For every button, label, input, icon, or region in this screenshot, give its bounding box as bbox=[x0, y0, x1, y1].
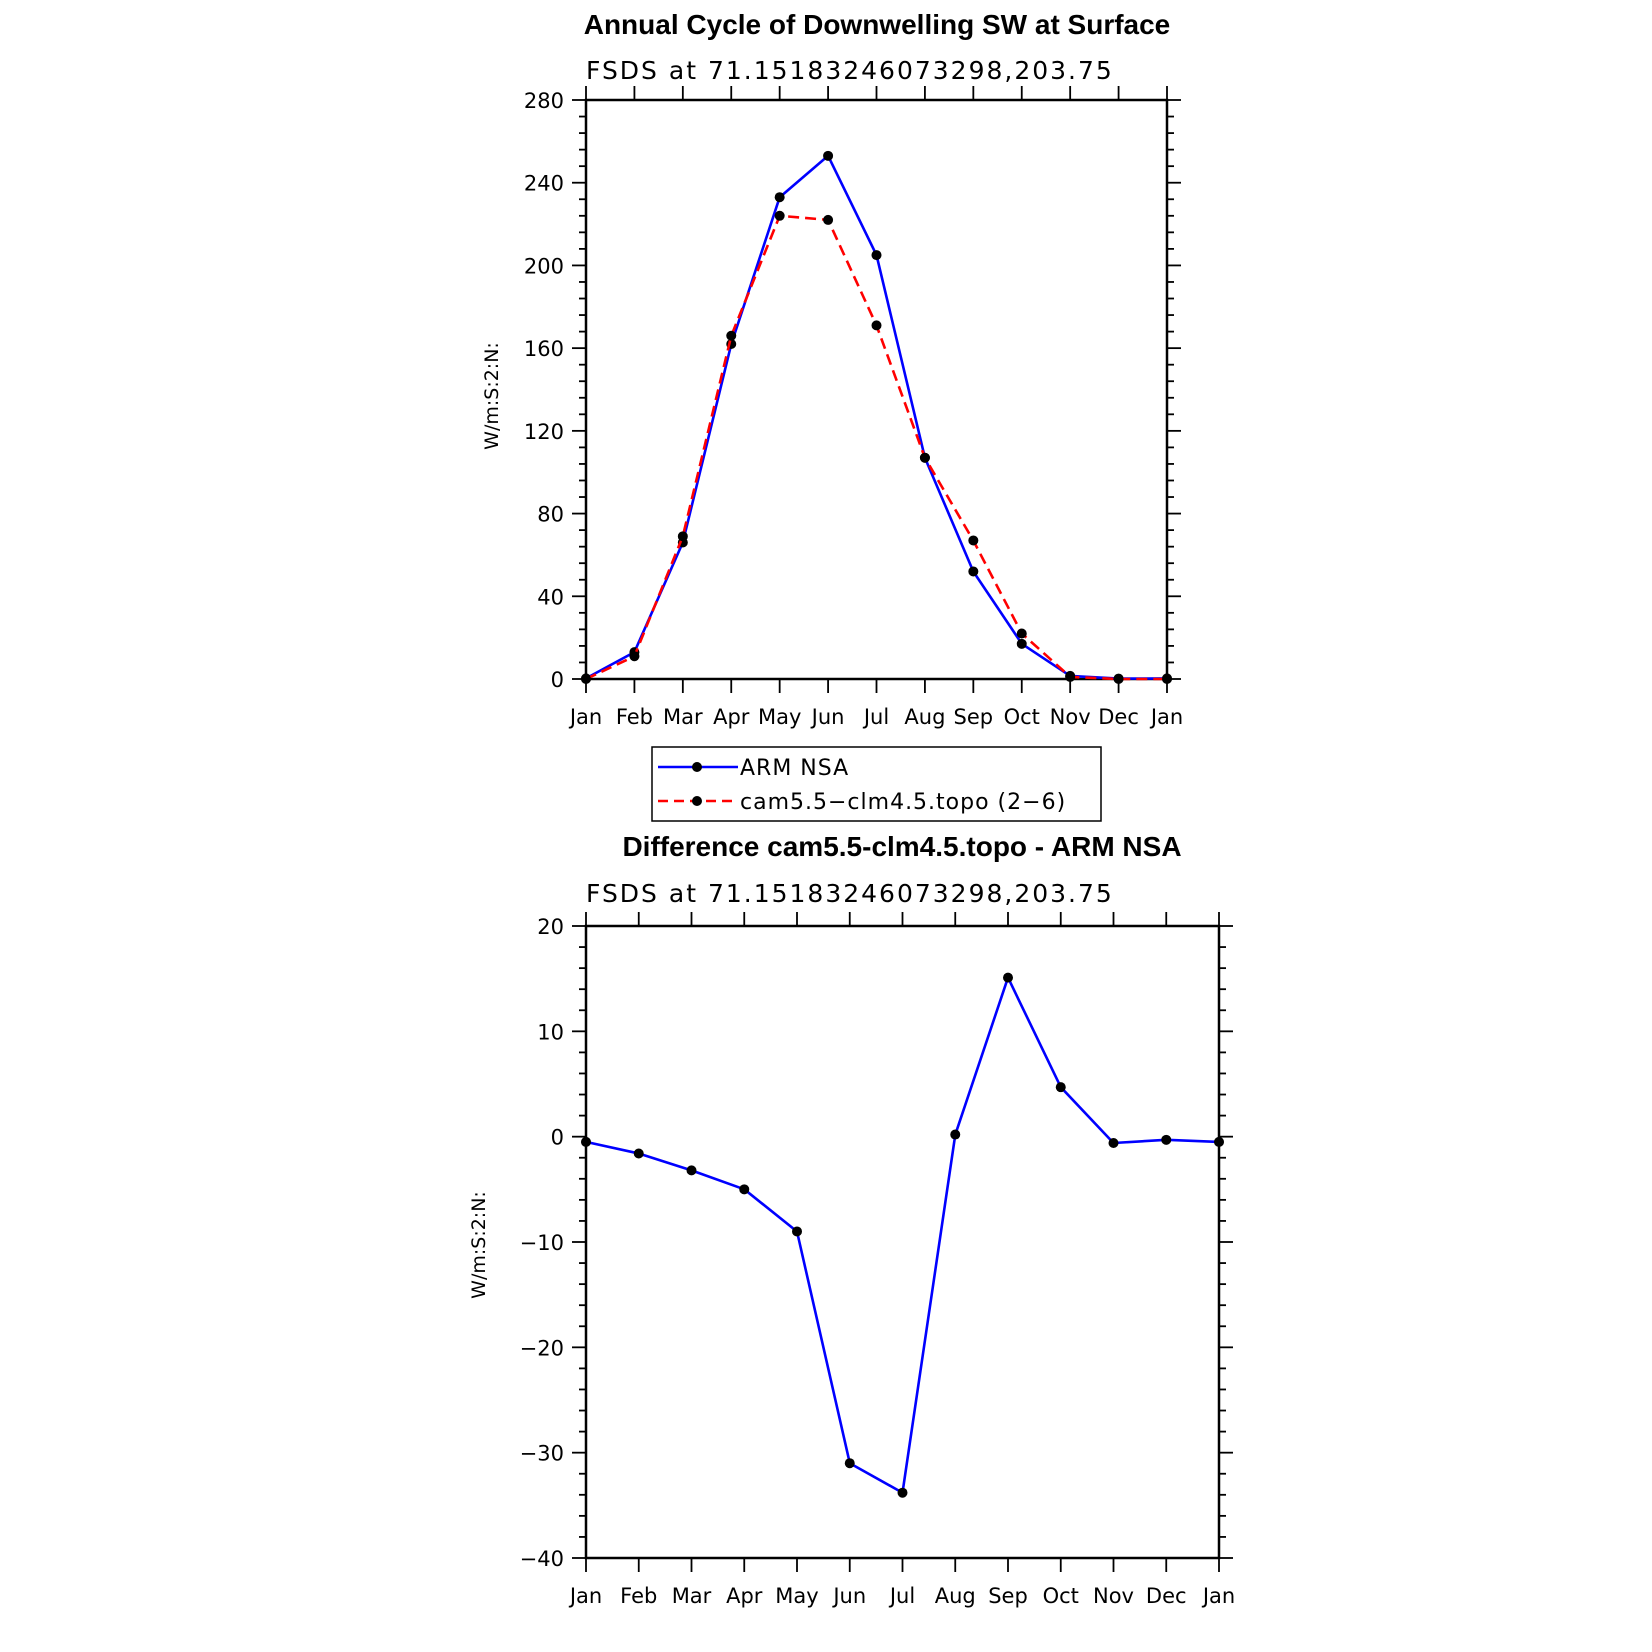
y-tick-label: 120 bbox=[524, 420, 564, 444]
data-point bbox=[774, 192, 785, 203]
data-point bbox=[1214, 1136, 1224, 1147]
y-tick-label: −40 bbox=[520, 1547, 564, 1571]
series-line-0 bbox=[585, 154, 1168, 680]
y-tick-label: 0 bbox=[551, 668, 564, 692]
x-tick-label: May bbox=[758, 705, 801, 729]
x-tick-label: May bbox=[775, 1584, 818, 1608]
plot-frame bbox=[584, 924, 1221, 1560]
x-tick-label: Oct bbox=[1004, 705, 1040, 729]
chart-title: Difference cam5.5-clm4.5.topo - ARM NSA bbox=[622, 831, 1181, 862]
x-tick-label: Jun bbox=[810, 705, 845, 729]
data-point bbox=[774, 210, 785, 221]
y-tick-label: −20 bbox=[520, 1336, 564, 1360]
data-point bbox=[581, 674, 591, 684]
y-tick-label: 240 bbox=[524, 172, 564, 196]
data-point bbox=[1055, 1082, 1066, 1093]
x-tick-label: Sep bbox=[954, 705, 994, 729]
x-tick-label: Apr bbox=[713, 705, 750, 729]
x-tick-label: Oct bbox=[1043, 1584, 1079, 1608]
x-tick-label: Nov bbox=[1050, 705, 1091, 729]
y-tick-label: 20 bbox=[537, 915, 564, 939]
annual-cycle-chart: Annual Cycle of Downwelling SW at Surfac… bbox=[481, 9, 1183, 729]
y-axis-label: W/m:S:2:N: bbox=[468, 1191, 490, 1299]
x-tick-label: Dec bbox=[1146, 1584, 1187, 1608]
y-tick-label: −10 bbox=[520, 1231, 564, 1255]
data-point bbox=[1003, 972, 1013, 983]
data-point bbox=[950, 1129, 961, 1140]
x-tick-label: Nov bbox=[1093, 1584, 1134, 1608]
data-point bbox=[823, 150, 834, 161]
data-point bbox=[919, 452, 930, 463]
y-axis-label: W/m:S:2:N: bbox=[481, 342, 503, 450]
data-point bbox=[1016, 628, 1027, 639]
y-tick-label: 200 bbox=[524, 254, 564, 278]
data-point bbox=[1065, 671, 1076, 682]
legend-label-cam55: cam5.5−clm4.5.topo (2−6) bbox=[740, 790, 1066, 815]
legend-marker-cam55 bbox=[692, 796, 702, 806]
chart-title: Annual Cycle of Downwelling SW at Surfac… bbox=[584, 9, 1171, 40]
x-tick-label: Jul bbox=[862, 705, 889, 729]
y-tick-label: 10 bbox=[537, 1020, 564, 1044]
x-tick-label: Jan bbox=[1201, 1584, 1235, 1608]
data-point bbox=[792, 1226, 802, 1237]
series-line-1 bbox=[585, 214, 1167, 681]
data-point bbox=[686, 1165, 697, 1176]
x-tick-label: Feb bbox=[620, 1584, 657, 1608]
data-point bbox=[629, 651, 640, 662]
x-tick-label: Jan bbox=[568, 705, 602, 729]
series-line-0 bbox=[585, 976, 1220, 1494]
data-point bbox=[581, 1136, 591, 1147]
data-point bbox=[1161, 1134, 1172, 1145]
data-point bbox=[677, 531, 688, 542]
plot-frame bbox=[584, 98, 1169, 681]
x-tick-label: Aug bbox=[935, 1584, 976, 1608]
chart-subtitle: FSDS at 71.15183246073298,203.75 bbox=[586, 56, 1114, 85]
data-point bbox=[968, 566, 979, 577]
y-tick-label: 160 bbox=[524, 337, 564, 361]
x-tick-label: Mar bbox=[672, 1584, 712, 1608]
data-point bbox=[739, 1184, 750, 1195]
data-point bbox=[844, 1458, 855, 1469]
x-tick-label: Sep bbox=[988, 1584, 1028, 1608]
data-point bbox=[871, 250, 882, 261]
x-tick-label: Mar bbox=[663, 705, 703, 729]
data-point bbox=[1162, 674, 1172, 684]
data-point bbox=[633, 1148, 644, 1159]
data-point bbox=[897, 1487, 908, 1498]
y-tick-label: −30 bbox=[520, 1442, 564, 1466]
difference-chart: Difference cam5.5-clm4.5.topo - ARM NSA … bbox=[468, 831, 1235, 1608]
x-tick-label: Jan bbox=[568, 1584, 602, 1608]
data-point bbox=[823, 214, 834, 225]
x-tick-label: Jan bbox=[1149, 705, 1183, 729]
y-tick-label: 0 bbox=[551, 1126, 564, 1150]
data-point bbox=[726, 330, 737, 341]
data-point bbox=[1108, 1137, 1119, 1148]
data-point bbox=[871, 320, 882, 331]
chart-subtitle: FSDS at 71.15183246073298,203.75 bbox=[586, 879, 1114, 908]
legend-marker-arm-nsa bbox=[692, 762, 702, 772]
y-tick-label: 280 bbox=[524, 89, 564, 113]
legend: ARM NSA cam5.5−clm4.5.topo (2−6) bbox=[651, 746, 1102, 822]
legend-label-arm-nsa: ARM NSA bbox=[740, 756, 849, 781]
x-tick-label: Jul bbox=[888, 1584, 915, 1608]
data-point bbox=[968, 535, 979, 546]
x-tick-label: Apr bbox=[726, 1584, 763, 1608]
data-point bbox=[1016, 638, 1027, 649]
y-tick-label: 40 bbox=[537, 585, 564, 609]
x-tick-label: Dec bbox=[1098, 705, 1139, 729]
x-tick-label: Feb bbox=[616, 705, 653, 729]
data-point bbox=[1113, 674, 1124, 684]
x-tick-label: Aug bbox=[904, 705, 945, 729]
legend-box bbox=[651, 746, 1102, 822]
x-tick-label: Jun bbox=[831, 1584, 866, 1608]
y-tick-label: 80 bbox=[537, 503, 564, 527]
